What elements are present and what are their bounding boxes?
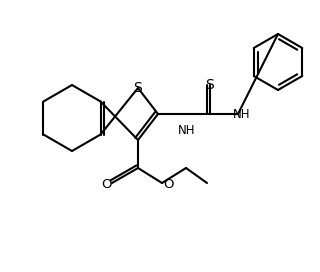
Text: NH: NH [233, 107, 251, 120]
Text: S: S [134, 81, 142, 95]
Text: NH: NH [178, 125, 196, 138]
Text: O: O [163, 178, 173, 191]
Text: S: S [206, 78, 214, 92]
Text: O: O [101, 178, 111, 191]
